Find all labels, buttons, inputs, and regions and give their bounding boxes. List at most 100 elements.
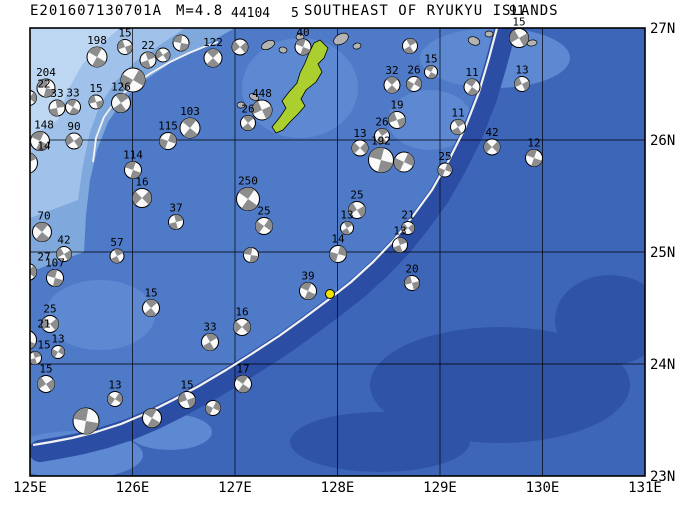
beachball xyxy=(243,247,259,263)
beachball-quadrants xyxy=(37,377,55,391)
beachball xyxy=(402,38,418,54)
beachball-quadrants xyxy=(73,407,99,435)
beachball xyxy=(178,391,196,409)
beachball xyxy=(406,76,422,92)
island xyxy=(248,93,260,101)
lat-axis-label: 27N xyxy=(650,21,675,37)
stray-label: 5 xyxy=(291,6,299,21)
beachball-depth-label: 114 xyxy=(123,149,143,162)
bathymetry-layer xyxy=(45,280,155,350)
beachball xyxy=(51,345,65,359)
beachball xyxy=(30,330,37,350)
beachball-quadrants xyxy=(393,152,415,172)
beachball-quadrants xyxy=(117,40,133,54)
beachball xyxy=(159,132,177,150)
beachball-depth-label: 192 xyxy=(371,135,391,148)
beachball-quadrants xyxy=(206,48,220,68)
beachball-quadrants xyxy=(66,99,80,115)
beachball xyxy=(203,48,223,68)
beachball xyxy=(120,67,146,93)
beachball-quadrants xyxy=(30,153,37,173)
beachball xyxy=(525,149,543,167)
beachball-depth-label: 198 xyxy=(87,34,107,47)
lon-axis-label: 127E xyxy=(218,480,252,496)
beachball-quadrants xyxy=(7,286,24,302)
okinawa-island xyxy=(271,39,329,134)
beachball xyxy=(234,375,252,393)
magnitude-text: M=4.8 xyxy=(176,3,224,19)
beachball-depth-label: 26 xyxy=(375,116,388,129)
beachball-quadrants xyxy=(341,221,353,235)
beachball xyxy=(351,139,369,157)
bathymetry-layer xyxy=(370,327,630,443)
beachball xyxy=(46,269,64,287)
beachball xyxy=(393,151,415,173)
beachball-quadrants xyxy=(125,161,141,179)
beachball xyxy=(463,78,481,96)
beachball-depth-label: 40 xyxy=(296,26,309,39)
beachball-depth-label: 42 xyxy=(485,126,498,139)
beachball-quadrants xyxy=(509,29,529,47)
island xyxy=(352,42,362,50)
beachball xyxy=(30,90,37,106)
beachball-quadrants xyxy=(386,76,398,94)
beachball-depth-label: 16 xyxy=(135,176,148,189)
beachball xyxy=(374,128,390,144)
beachball-depth-label: 15 xyxy=(37,339,50,352)
beachball-quadrants xyxy=(437,163,453,177)
bathymetry-layer xyxy=(388,90,472,150)
beachball-quadrants xyxy=(88,95,104,109)
beachball-quadrants xyxy=(255,219,273,233)
beachball xyxy=(348,201,366,219)
bathymetry-layer xyxy=(290,412,470,472)
beachball-depth-label: 103 xyxy=(180,105,200,118)
beachball-quadrants xyxy=(401,223,415,233)
map-content xyxy=(7,28,645,476)
island xyxy=(484,30,494,38)
stray-label: 91 xyxy=(509,4,525,19)
beachball-quadrants xyxy=(375,128,389,144)
island xyxy=(236,101,246,109)
beachball-quadrants xyxy=(425,65,437,79)
beachball xyxy=(404,275,420,291)
beachball-depth-label: 15 xyxy=(424,53,437,66)
beachball-depth-label: 17 xyxy=(236,363,249,376)
beachball-quadrants xyxy=(351,142,369,154)
beachball-depth-label: 33 xyxy=(203,321,216,334)
beachball xyxy=(509,28,529,48)
beachball-quadrants xyxy=(403,38,417,54)
beachball-quadrants xyxy=(251,100,273,120)
beachball-quadrants xyxy=(156,49,170,61)
beachball-quadrants xyxy=(242,115,254,131)
beachball xyxy=(86,46,108,68)
beachball xyxy=(72,407,100,435)
island xyxy=(467,36,481,46)
beachball-depth-label: 27 xyxy=(37,251,50,264)
beachball-depth-label: 13 xyxy=(353,127,366,140)
beachball-quadrants xyxy=(31,131,49,151)
beachball xyxy=(30,351,42,365)
beachball-quadrants xyxy=(526,149,542,167)
beachball xyxy=(88,94,104,110)
beachball xyxy=(37,375,55,393)
beachball-quadrants xyxy=(65,134,83,148)
bathymetry-layer xyxy=(555,275,645,365)
beachball-depth-label: 26 xyxy=(407,64,420,77)
beachball-quadrants xyxy=(56,247,72,261)
beachball-quadrants xyxy=(143,408,161,428)
beachball-quadrants xyxy=(348,202,366,218)
beachball-depth-label: 21 xyxy=(401,209,414,222)
beachball-quadrants xyxy=(388,112,406,128)
beachball xyxy=(56,246,72,262)
beachball-quadrants xyxy=(300,282,316,300)
beachball xyxy=(142,408,162,428)
beachball xyxy=(201,333,219,351)
beachball-quadrants xyxy=(37,79,55,97)
beachball-depth-label: 22 xyxy=(37,78,50,91)
trench-dark-band xyxy=(30,28,515,462)
beachball-depth-label: 90 xyxy=(67,120,80,133)
beachball xyxy=(168,214,184,230)
beachball xyxy=(392,237,408,253)
beachball xyxy=(437,162,453,178)
